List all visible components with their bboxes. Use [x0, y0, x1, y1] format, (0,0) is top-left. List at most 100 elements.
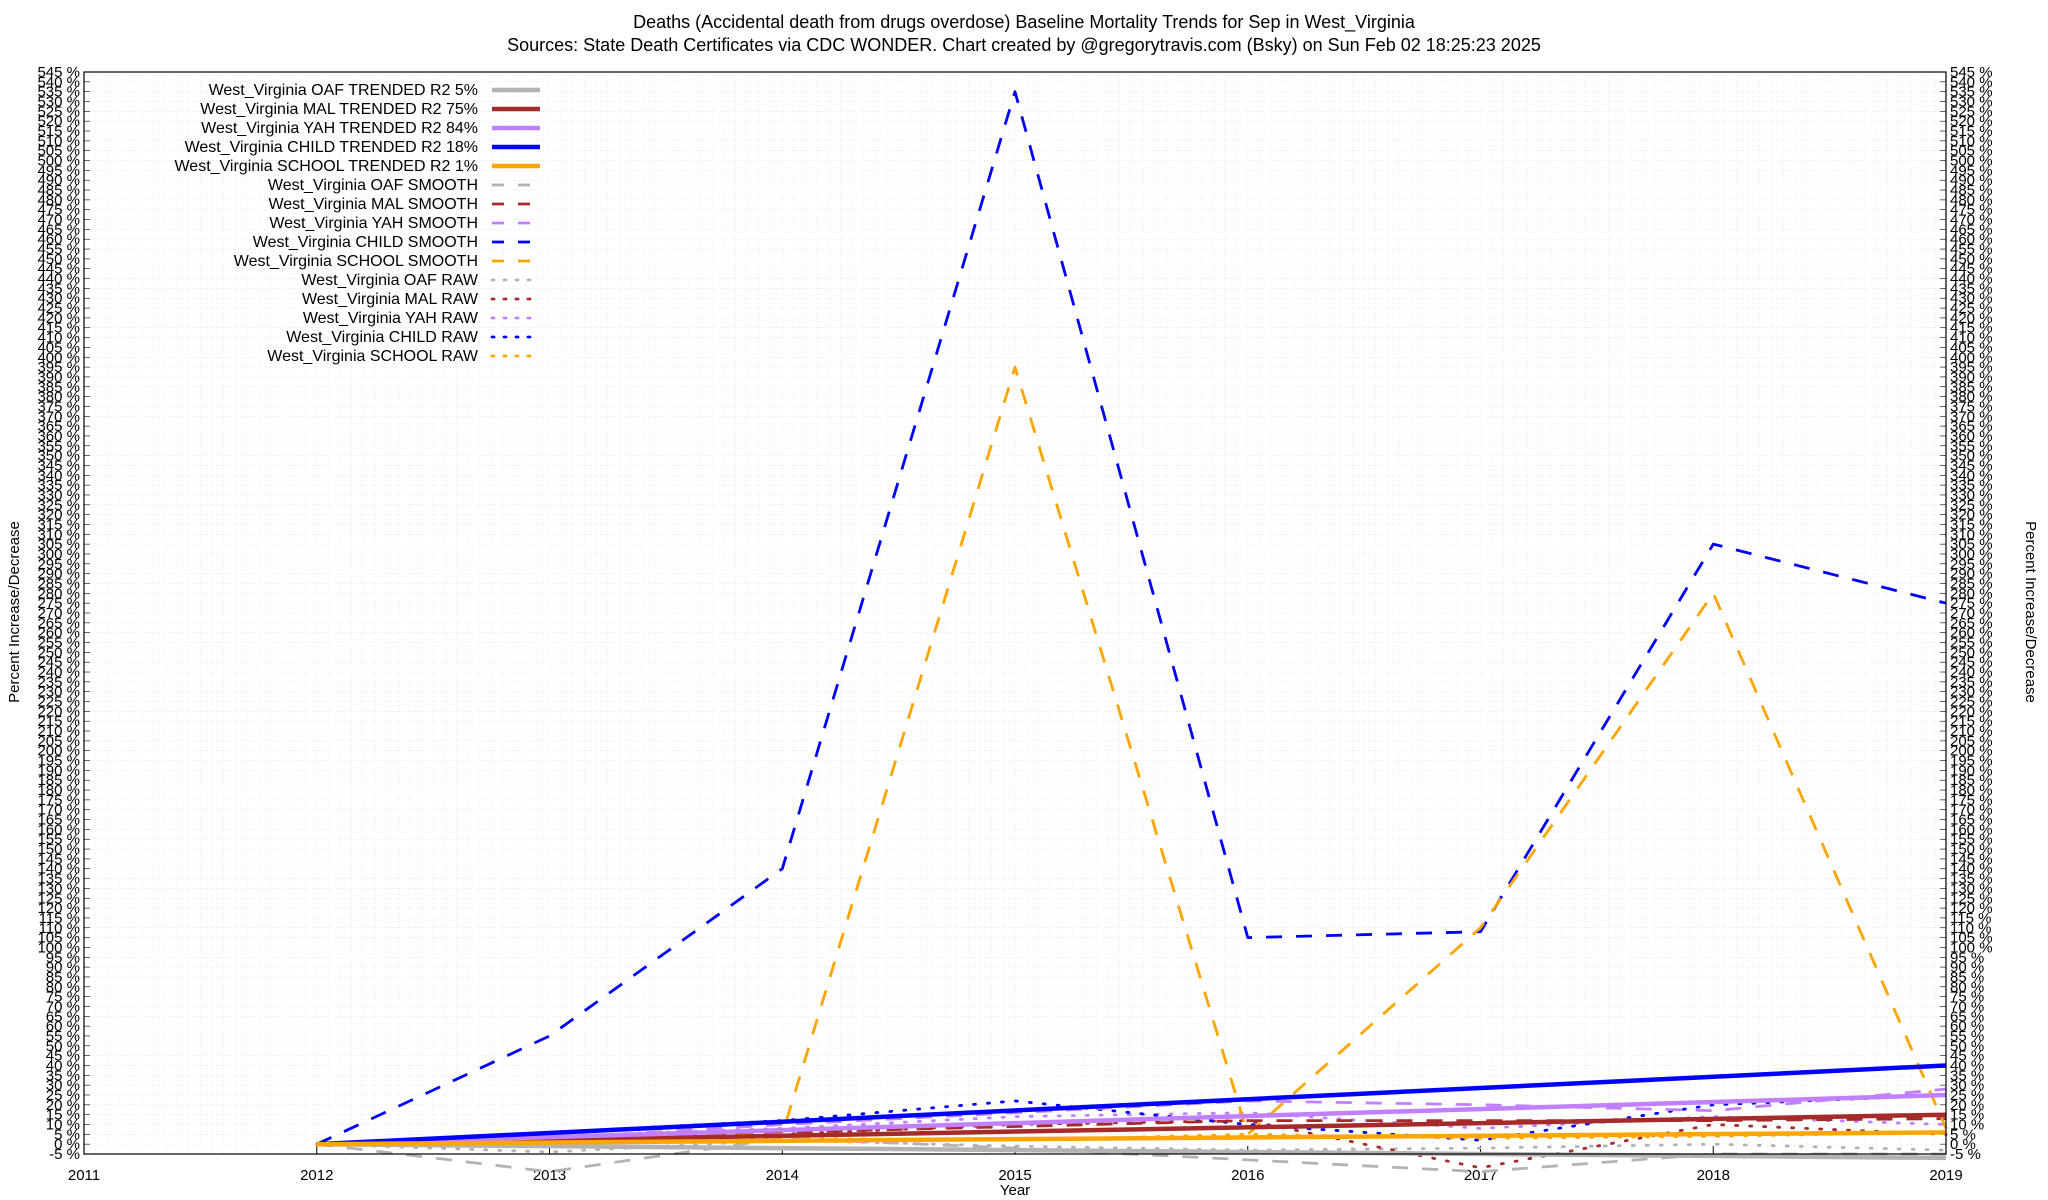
y-tick-label: 485 % — [1950, 182, 1993, 199]
y-tick-label: 475 % — [1950, 202, 1993, 219]
y-tick-label: 450 % — [1950, 251, 1993, 268]
y-tick-label: 270 % — [1950, 605, 1993, 622]
y-tick-label: 365 % — [1950, 418, 1993, 435]
y-tick-label: 530 % — [37, 94, 80, 111]
y-tick-label: 5 % — [1950, 1126, 1976, 1143]
y-tick-label: 140 % — [37, 861, 80, 878]
y-tick-label: 275 % — [1950, 595, 1993, 612]
y-tick-label: 465 % — [37, 221, 80, 238]
y-tick-label: 230 % — [1950, 684, 1993, 701]
y-tick-label: 420 % — [1950, 310, 1993, 327]
y-tick-label: 160 % — [37, 821, 80, 838]
y-tick-label: 5 % — [54, 1126, 80, 1143]
y-tick-label: 220 % — [37, 703, 80, 720]
y-tick-label: 250 % — [1950, 644, 1993, 661]
y-tick-label: 355 % — [37, 438, 80, 455]
y-tick-labels-right: -5 %0 %5 %10 %15 %20 %25 %30 %35 %40 %45… — [1940, 64, 1993, 1163]
y-tick-label: 10 % — [1950, 1116, 1984, 1133]
y-tick-label: 130 % — [1950, 880, 1993, 897]
y-tick-label: 290 % — [1950, 566, 1993, 583]
legend-label: West_Virginia CHILD RAW — [286, 329, 479, 346]
y-tick-label: 305 % — [1950, 536, 1993, 553]
legend-label: West_Virginia YAH TRENDED R2 84% — [201, 120, 478, 137]
y-tick-label: 230 % — [37, 684, 80, 701]
y-tick-label: 425 % — [1950, 300, 1993, 317]
y-tick-label: 20 % — [1950, 1097, 1984, 1114]
y-tick-label: 445 % — [37, 261, 80, 278]
legend-label: West_Virginia OAF RAW — [301, 272, 479, 289]
y-tick-label: 265 % — [37, 615, 80, 632]
y-tick-label: 260 % — [37, 625, 80, 642]
y-tick-label: 320 % — [1950, 507, 1993, 524]
y-tick-label: 345 % — [1950, 457, 1993, 474]
y-tick-label: 120 % — [37, 900, 80, 917]
y-axis-label-left: Percent Increase/Decrease — [6, 521, 23, 703]
y-tick-label: 540 % — [37, 74, 80, 91]
y-tick-label: 210 % — [1950, 723, 1993, 740]
series-line — [316, 1092, 1947, 1147]
y-tick-label: 540 % — [1950, 74, 1993, 91]
y-tick-label: 345 % — [37, 457, 80, 474]
y-tick-label: 90 % — [1950, 959, 1984, 976]
y-tick-label: 215 % — [37, 713, 80, 730]
y-tick-label: 435 % — [1950, 280, 1993, 297]
y-tick-label: 0 % — [1950, 1136, 1976, 1153]
y-tick-label: 75 % — [1950, 989, 1984, 1006]
y-tick-label: 460 % — [37, 231, 80, 248]
y-tick-label: 430 % — [1950, 290, 1993, 307]
y-tick-label: 310 % — [37, 526, 80, 543]
y-tick-label: 105 % — [37, 930, 80, 947]
y-tick-label: 395 % — [1950, 359, 1993, 376]
legend: West_Virginia OAF TRENDED R2 5% West_Virg… — [174, 82, 542, 365]
y-tick-label: 15 % — [46, 1107, 80, 1124]
y-tick-label: 505 % — [1950, 143, 1993, 160]
y-tick-label: 295 % — [1950, 556, 1993, 573]
y-tick-label: 240 % — [1950, 664, 1993, 681]
y-tick-label: 320 % — [37, 507, 80, 524]
y-tick-label: 190 % — [37, 762, 80, 779]
x-tick-label: 2016 — [1231, 1167, 1264, 1184]
y-tick-label: 375 % — [1950, 398, 1993, 415]
y-tick-label: 470 % — [1950, 212, 1993, 229]
y-tick-label: 175 % — [37, 792, 80, 809]
y-tick-label: 390 % — [37, 369, 80, 386]
y-tick-label: 115 % — [1950, 910, 1991, 927]
y-tick-label: 180 % — [1950, 782, 1993, 799]
y-tick-label: 150 % — [1950, 841, 1993, 858]
y-tick-label: 445 % — [1950, 261, 1993, 278]
y-tick-label: 300 % — [37, 546, 80, 563]
y-tick-label: 70 % — [1950, 998, 1984, 1015]
y-tick-label: 285 % — [1950, 575, 1993, 592]
y-tick-label: 340 % — [1950, 467, 1993, 484]
y-tick-label: 350 % — [37, 448, 80, 465]
y-tick-label: 235 % — [37, 674, 80, 691]
y-tick-label: 200 % — [37, 743, 80, 760]
legend-label: West_Virginia SCHOOL TRENDED R2 1% — [174, 158, 478, 175]
y-tick-label: 480 % — [37, 192, 80, 209]
y-tick-label: 85 % — [1950, 969, 1984, 986]
y-tick-label: 385 % — [1950, 379, 1993, 396]
y-tick-label: 380 % — [1950, 389, 1993, 406]
y-tick-label: 265 % — [1950, 615, 1993, 632]
y-tick-label: 65 % — [1950, 1008, 1984, 1025]
y-tick-label: 25 % — [1950, 1087, 1984, 1104]
y-tick-label: 525 % — [1950, 103, 1993, 120]
y-tick-label: 190 % — [1950, 762, 1993, 779]
y-tick-label: 185 % — [37, 772, 80, 789]
y-tick-label: 255 % — [1950, 635, 1993, 652]
y-tick-label: 60 % — [46, 1018, 80, 1035]
y-tick-label: 275 % — [37, 595, 80, 612]
y-tick-label: 125 % — [1950, 890, 1993, 907]
y-tick-label: 95 % — [46, 949, 80, 966]
series-line — [316, 90, 1947, 1146]
y-tick-label: 485 % — [37, 182, 80, 199]
y-tick-label: 385 % — [37, 379, 80, 396]
y-tick-label: 25 % — [46, 1087, 80, 1104]
y-tick-label: 140 % — [1950, 861, 1993, 878]
y-tick-label: 40 % — [46, 1057, 80, 1074]
y-tick-label: 335 % — [37, 477, 80, 494]
y-tick-label: 155 % — [1950, 831, 1993, 848]
y-tick-label: 360 % — [1950, 428, 1993, 445]
y-axis-label-right: Percent Increase/Decrease — [2022, 521, 2039, 703]
